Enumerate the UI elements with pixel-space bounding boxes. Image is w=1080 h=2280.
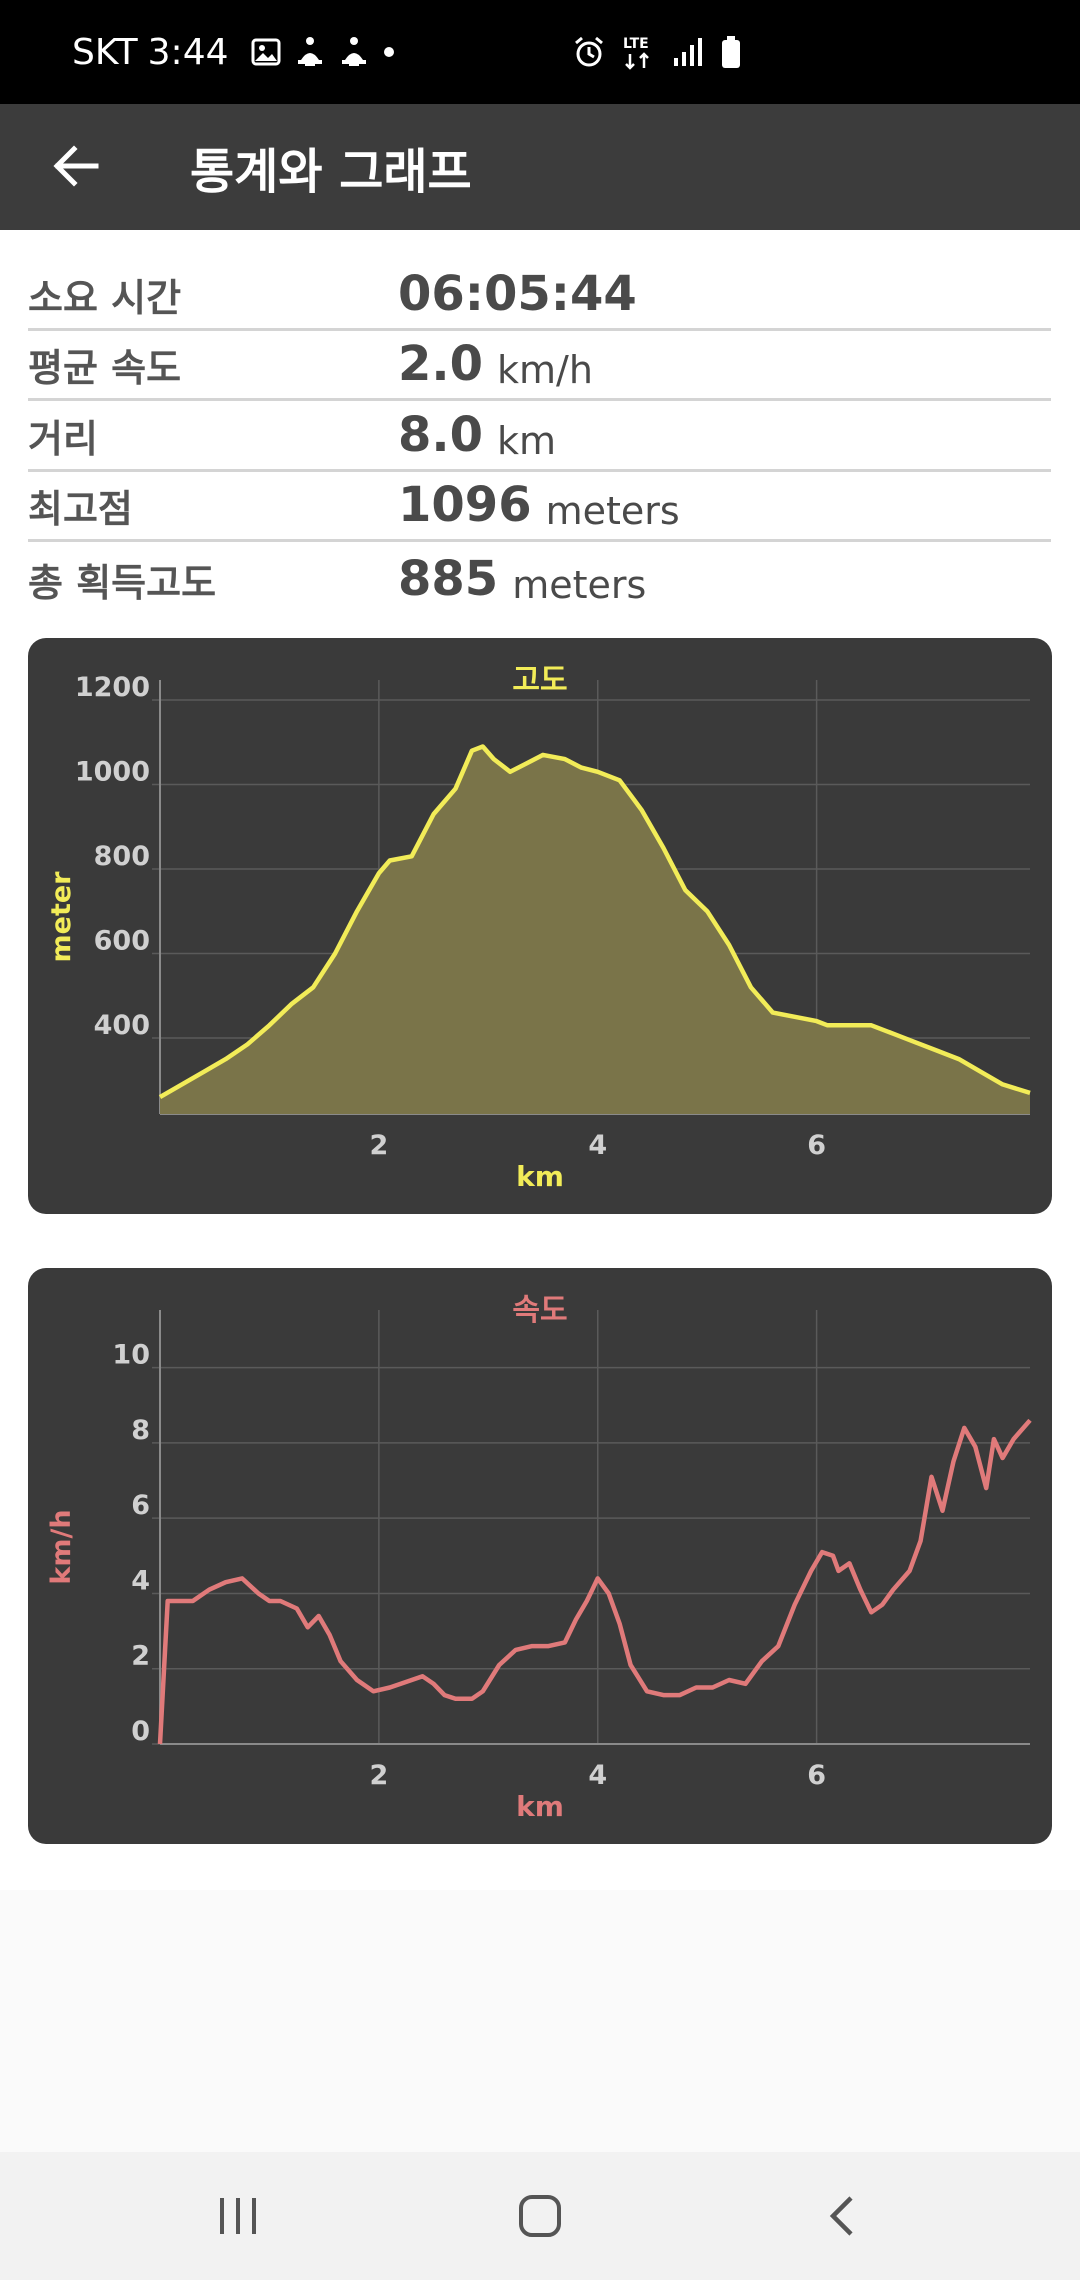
stat-value: 885: [398, 550, 499, 607]
stat-row-duration: 소요 시간 06:05:44: [28, 260, 1051, 331]
stat-unit: meters: [545, 489, 680, 533]
status-bar: SKT 3:44 LTE: [0, 0, 1080, 104]
stat-label: 거리: [28, 416, 98, 461]
stat-row-avg-speed: 평균 속도 2.0 km/h: [28, 331, 1051, 401]
y-axis-label: km/h: [46, 1509, 77, 1584]
x-tick-label: 4: [588, 1760, 607, 1791]
stat-value: 1096: [398, 477, 532, 533]
speed-chart: 2 4 6 0 2 4 6 8 10 속도 km km/h: [46, 1293, 1032, 1823]
x-axis-label: km: [516, 1160, 564, 1193]
dot-icon: [383, 47, 394, 57]
status-left: SKT 3:44: [72, 0, 409, 104]
stat-row-max-elevation: 최고점 1096 meters: [28, 472, 1051, 542]
x-tick-label: 2: [369, 1760, 388, 1791]
home-icon: [519, 2195, 561, 2237]
stat-label: 총 획득고도: [28, 560, 217, 605]
battery-icon: [722, 36, 740, 68]
elevation-chart-card: 2 4 6 400 600 800 1000 1200 고도 km meter: [28, 638, 1052, 1214]
app-bar: 통계와 그래프: [0, 104, 1080, 230]
y-tick-label: 4: [131, 1565, 150, 1596]
gallery-icon: [251, 38, 280, 66]
x-axis-label: km: [516, 1790, 564, 1823]
lte-icon: LTE: [623, 36, 649, 70]
y-tick-label: 600: [94, 925, 150, 956]
stat-value: 8.0: [398, 406, 484, 463]
back-nav-icon: [829, 2196, 853, 2236]
recent-apps-button[interactable]: [198, 2176, 278, 2256]
x-tick-label: 2: [369, 1130, 388, 1161]
status-time: 3:44: [147, 31, 229, 73]
system-nav-bar: [0, 2152, 1080, 2280]
walk-icon: [341, 37, 366, 66]
stat-unit: km: [497, 418, 557, 463]
y-tick-label: 0: [131, 1716, 150, 1747]
y-tick-label: 400: [94, 1010, 150, 1041]
y-tick-label: 8: [131, 1415, 150, 1446]
series-line: [157, 1418, 1032, 1745]
y-tick-label: 2: [131, 1641, 150, 1672]
y-tick-label: 10: [112, 1340, 150, 1371]
back-button[interactable]: [46, 136, 106, 196]
stat-label: 최고점: [28, 487, 133, 531]
signal-icon: [674, 38, 702, 66]
chart-title: 속도: [512, 1293, 567, 1328]
x-tick-label: 6: [807, 1760, 826, 1791]
home-button[interactable]: [500, 2176, 580, 2256]
series-line: [158, 744, 1031, 1100]
back-nav-button[interactable]: [802, 2176, 882, 2256]
stat-label: 평균 속도: [28, 346, 182, 390]
y-tick-label: 6: [131, 1490, 150, 1521]
speed-chart-card: 2 4 6 0 2 4 6 8 10 속도 km km/h: [28, 1268, 1052, 1844]
network-label: LTE: [623, 36, 649, 52]
stat-row-elevation-gain: 총 획득고도 885 meters: [28, 542, 1051, 613]
stat-label: 소요 시간: [28, 275, 182, 320]
carrier-label: SKT: [72, 31, 138, 73]
stat-value: 2.0: [398, 336, 484, 392]
walk-icon: [297, 37, 322, 66]
y-tick-label: 1000: [75, 756, 150, 787]
area-fill: [160, 746, 1030, 1114]
stats-table: 소요 시간 06:05:44 평균 속도 2.0 km/h 거리 8.0 km …: [28, 260, 1051, 613]
status-right: LTE: [556, 0, 742, 104]
stat-value: 06:05:44: [398, 265, 637, 322]
recent-apps-icon: [220, 2198, 256, 2234]
stat-unit: meters: [512, 562, 647, 607]
alarm-icon: [575, 36, 603, 67]
y-axis-label: meter: [46, 871, 77, 963]
chart-title: 고도: [512, 663, 567, 698]
arrow-left-icon: [53, 145, 99, 187]
elevation-chart: 2 4 6 400 600 800 1000 1200 고도 km meter: [46, 663, 1031, 1193]
content-area: 소요 시간 06:05:44 평균 속도 2.0 km/h 거리 8.0 km …: [0, 230, 1080, 1890]
x-tick-label: 4: [588, 1130, 607, 1161]
y-tick-label: 800: [94, 841, 150, 872]
stat-unit: km/h: [497, 348, 593, 392]
stat-row-distance: 거리 8.0 km: [28, 401, 1051, 472]
x-tick-label: 6: [807, 1130, 826, 1161]
page-title: 통계와 그래프: [190, 144, 472, 200]
y-tick-label: 1200: [75, 672, 150, 703]
